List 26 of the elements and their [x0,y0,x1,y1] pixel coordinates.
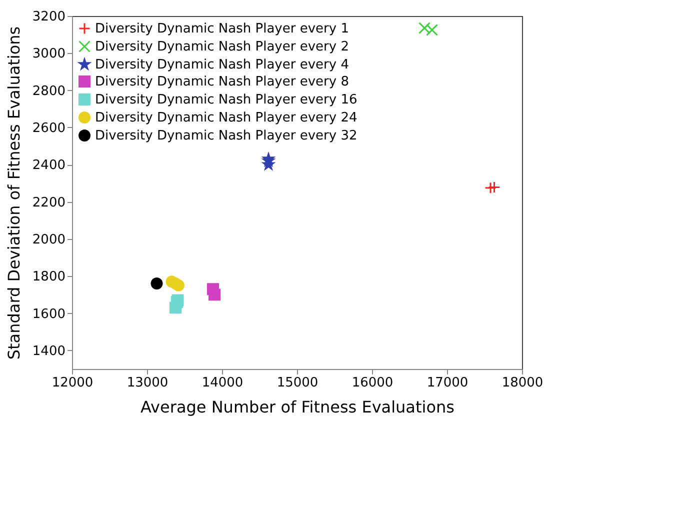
x-tick-label: 18000 [502,376,544,390]
y-tick-label: 3200 [32,10,66,24]
y-axis-title: Standard Deviation of Fitness Evaluations [4,26,24,360]
y-tick-label: 1600 [32,306,66,322]
legend-label: Diversity Dynamic Nash Player every 8 [95,74,349,90]
legend-label: Diversity Dynamic Nash Player every 1 [95,22,349,36]
x-tick-label: 17000 [426,376,468,390]
x-tick-label: 14000 [202,376,244,390]
y-tick-label: 2200 [32,195,66,210]
legend-label: Diversity Dynamic Nash Player every 4 [95,58,349,72]
y-tick-label: 2400 [32,158,66,174]
y-tick-label: 2600 [32,120,66,136]
legend-label: Diversity Dynamic Nash Player every 24 [95,110,358,126]
x-tick-label: 13000 [126,376,168,390]
x-axis-title: Average Number of Fitness Evaluations [140,398,454,416]
x-tick-label: 15000 [276,376,318,390]
y-tick-label: 1800 [32,270,66,285]
y-tick-label: 1400 [32,344,66,359]
y-tick-label: 3000 [32,46,66,62]
legend-label: Diversity Dynamic Nash Player every 16 [95,92,358,108]
x-tick-label: 16000 [352,376,394,390]
y-tick-label: 2000 [32,232,66,248]
legend-label: Diversity Dynamic Nash Player every 2 [95,40,349,54]
x-tick-label: 12000 [52,376,94,390]
y-tick-label: 2800 [32,84,66,99]
legend-label: Diversity Dynamic Nash Player every 32 [95,128,358,144]
